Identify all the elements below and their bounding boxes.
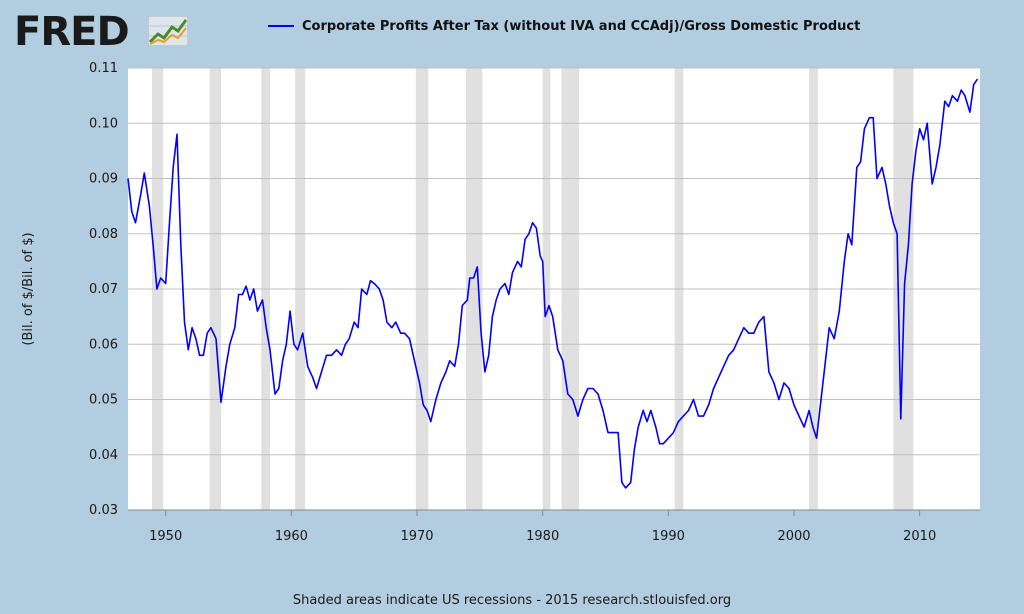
legend-swatch [268,25,294,27]
y-tick-label: 0.11 [89,61,118,76]
y-tick-label: 0.08 [89,227,118,242]
series-points [127,78,978,488]
x-tick-label: 1980 [526,529,559,544]
x-tick-label: 2010 [903,529,936,544]
y-tick-label: 0.03 [89,503,118,518]
y-tick-label: 0.04 [89,448,118,463]
y-tick-label: 0.09 [89,172,118,187]
y-tick-label: 0.10 [89,116,118,131]
x-tick-label: 1970 [400,529,433,544]
x-tick-label: 1950 [149,529,182,544]
fred-graph-icon [148,16,188,46]
fred-logo[interactable]: FRED [14,9,130,55]
y-tick-label: 0.06 [89,337,118,352]
x-tick-label: 2000 [777,529,810,544]
legend-series-label: Corporate Profits After Tax (without IVA… [302,18,861,34]
x-tick-label: 1990 [652,529,685,544]
y-tick-label: 0.07 [89,282,118,297]
y-axis-label: (Bil. of $/Bil. of $) [21,232,36,345]
x-tick-label: 1960 [275,529,308,544]
line-chart: 0.03 0.04 0.05 0.06 0.07 0.08 0.09 0.10 0.11 1950… [21,61,980,544]
chart-legend: Corporate Profits After Tax (without IVA… [268,16,860,36]
footer-note: Shaded areas indicate US recessions - 20… [292,593,732,608]
y-tick-label: 0.05 [89,393,118,408]
